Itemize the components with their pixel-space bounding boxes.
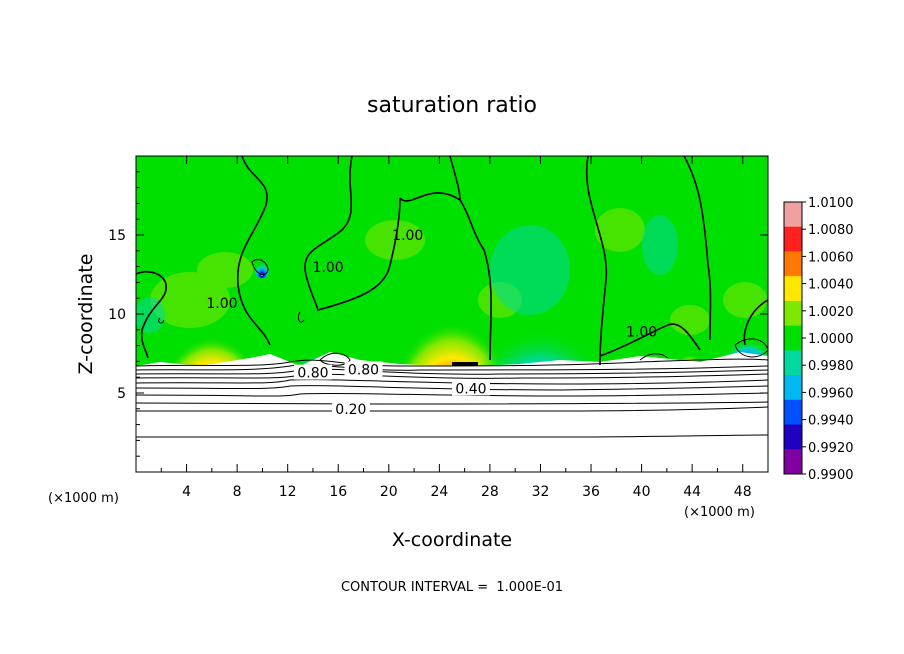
colorbar-swatch — [784, 350, 802, 376]
colorbar-swatch — [784, 202, 802, 228]
colorbar-label: 0.9980 — [808, 359, 854, 374]
colorbar-label: 0.9960 — [808, 386, 854, 401]
contour-label: 0.40 — [455, 381, 486, 397]
contour-label-bg — [344, 361, 383, 377]
x-tick-label: 44 — [683, 484, 701, 500]
colorbar-swatch — [784, 399, 802, 426]
colorbar-label: 0.9900 — [808, 468, 854, 483]
x-tick-label: 36 — [582, 484, 600, 500]
x-tick-label: 16 — [329, 484, 347, 500]
y-tick-label: 10 — [108, 307, 126, 323]
x-unit-label-right: (×1000 m) — [684, 505, 755, 520]
colorbar-swatch — [784, 226, 802, 252]
colorbar-swatch — [784, 276, 802, 302]
colorbar-label: 0.9940 — [808, 414, 854, 429]
x-tick-label: 32 — [532, 484, 550, 500]
x-axis-label: X-coordinate — [392, 529, 512, 551]
colorbar: 1.0100 1.0080 1.0060 1.0040 1.0020 1.0000 0.99… — [783, 196, 854, 483]
x-tick-label: 4 — [182, 484, 191, 500]
contour-label-bg — [451, 380, 490, 396]
colorbar-label: 0.9920 — [808, 441, 854, 456]
colorbar-swatch — [784, 375, 802, 401]
contour-label: 1.00 — [313, 260, 344, 276]
x-tick-label: 24 — [430, 484, 448, 500]
colorbar-label: 1.0000 — [808, 332, 854, 347]
contour-label: 1.00 — [206, 296, 237, 312]
x-tick-label: 48 — [734, 484, 752, 500]
contour-interval-note: CONTOUR INTERVAL = 1.000E-01 — [341, 580, 563, 595]
contour-label-bg — [331, 400, 370, 416]
x-tick-label: 40 — [633, 484, 651, 500]
chart-title: saturation ratio — [367, 93, 537, 118]
contour-label: 1.00 — [392, 228, 423, 244]
x-tick-label: 20 — [380, 484, 398, 500]
colorbar-label: 1.0080 — [808, 223, 854, 238]
contour-label: 1.00 — [626, 325, 657, 341]
x-tick-label: 12 — [279, 484, 297, 500]
colorbar-label: 1.0040 — [808, 278, 854, 293]
y-tick-label: 15 — [108, 228, 126, 244]
colorbar-label: 1.0100 — [808, 196, 854, 211]
colorbar-label: 1.0020 — [808, 305, 854, 320]
contour-label-bg — [293, 364, 332, 380]
colorbar-swatch — [784, 449, 802, 475]
contour-label: 0.80 — [348, 362, 379, 378]
x-tick-label: 28 — [481, 484, 499, 500]
contour-label: 0.80 — [297, 366, 328, 382]
colorbar-swatch — [784, 424, 802, 450]
colorbar-label: 1.0060 — [808, 250, 854, 265]
x-tick-label: 8 — [233, 484, 242, 500]
colorbar-swatch — [784, 300, 802, 327]
x-unit-label-left: (×1000 m) — [48, 491, 119, 506]
colorbar-swatch — [784, 251, 802, 277]
contour-label: 0.20 — [335, 402, 366, 418]
y-axis-label: Z-coordinate — [75, 254, 97, 375]
colorbar-swatch — [784, 325, 802, 351]
y-tick-label: 5 — [117, 386, 126, 402]
